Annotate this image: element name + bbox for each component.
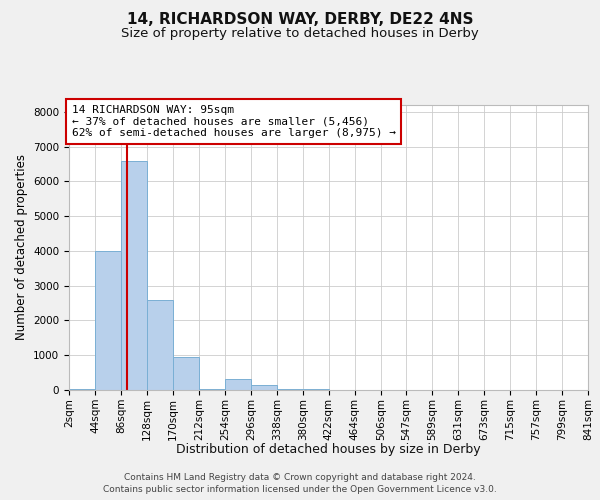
Y-axis label: Number of detached properties: Number of detached properties — [14, 154, 28, 340]
Bar — [95, 251, 121, 390]
Bar — [69, 389, 95, 390]
Text: 14, RICHARDSON WAY, DERBY, DE22 4NS: 14, RICHARDSON WAY, DERBY, DE22 4NS — [127, 12, 473, 28]
Bar — [251, 385, 277, 390]
Text: Distribution of detached houses by size in Derby: Distribution of detached houses by size … — [176, 442, 481, 456]
Text: 14 RICHARDSON WAY: 95sqm
← 37% of detached houses are smaller (5,456)
62% of sem: 14 RICHARDSON WAY: 95sqm ← 37% of detach… — [71, 105, 395, 138]
Bar — [199, 389, 225, 390]
Bar — [225, 379, 251, 390]
Text: Contains public sector information licensed under the Open Government Licence v3: Contains public sector information licen… — [103, 485, 497, 494]
Bar — [173, 357, 199, 390]
Bar — [121, 160, 147, 390]
Text: Size of property relative to detached houses in Derby: Size of property relative to detached ho… — [121, 28, 479, 40]
Bar — [147, 300, 173, 390]
Text: Contains HM Land Registry data © Crown copyright and database right 2024.: Contains HM Land Registry data © Crown c… — [124, 472, 476, 482]
